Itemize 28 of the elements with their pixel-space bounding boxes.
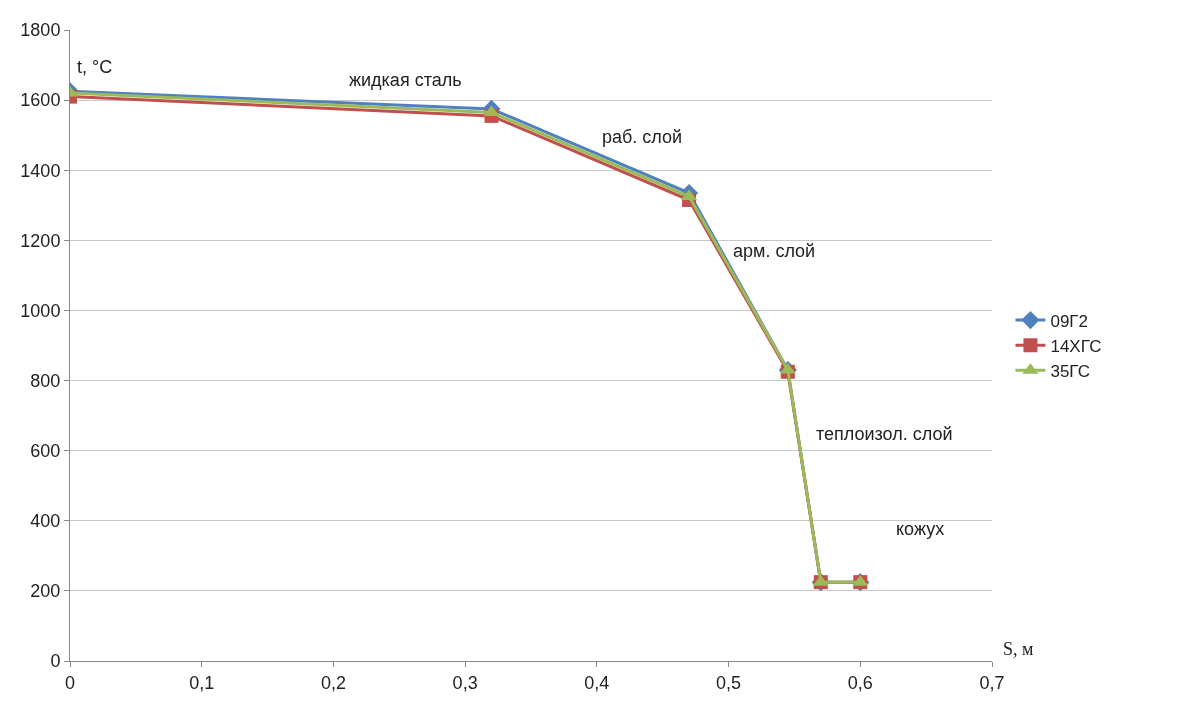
x-tick-label: 0,4 bbox=[584, 672, 610, 693]
annotation: раб. слой bbox=[602, 127, 683, 147]
y-tick-label: 400 bbox=[30, 511, 61, 532]
legend-label: 35ГС bbox=[1050, 361, 1091, 381]
y-tick-label: 1600 bbox=[20, 90, 61, 111]
y-axis-title: t, °C bbox=[77, 57, 113, 77]
legend-label: 14ХГС bbox=[1050, 336, 1102, 356]
y-tick-label: 600 bbox=[30, 440, 61, 461]
annotation: арм. слой bbox=[733, 241, 816, 261]
x-axis-title: S, м bbox=[1003, 639, 1034, 659]
y-tick-label: 1400 bbox=[20, 160, 61, 181]
y-tick-label: 1800 bbox=[20, 20, 61, 41]
y-tick-label: 800 bbox=[30, 370, 61, 391]
x-tick-label: 0,7 bbox=[979, 672, 1005, 693]
x-tick-label: 0,1 bbox=[189, 672, 215, 693]
x-tick-label: 0,2 bbox=[320, 672, 346, 693]
y-tick-label: 1000 bbox=[20, 300, 61, 321]
x-tick-label: 0,6 bbox=[847, 672, 873, 693]
annotation: теплоизол. слой bbox=[816, 424, 953, 444]
x-tick-label: 0 bbox=[64, 672, 76, 693]
x-tick-label: 0,5 bbox=[716, 672, 742, 693]
y-tick-label: 200 bbox=[30, 581, 61, 602]
legend-label: 09Г2 bbox=[1050, 311, 1089, 331]
annotation: жидкая сталь bbox=[349, 70, 462, 90]
x-tick-label: 0,3 bbox=[452, 672, 478, 693]
y-tick-label: 0 bbox=[50, 651, 61, 672]
annotation: кожух bbox=[896, 519, 945, 539]
y-tick-label: 1200 bbox=[20, 230, 61, 251]
